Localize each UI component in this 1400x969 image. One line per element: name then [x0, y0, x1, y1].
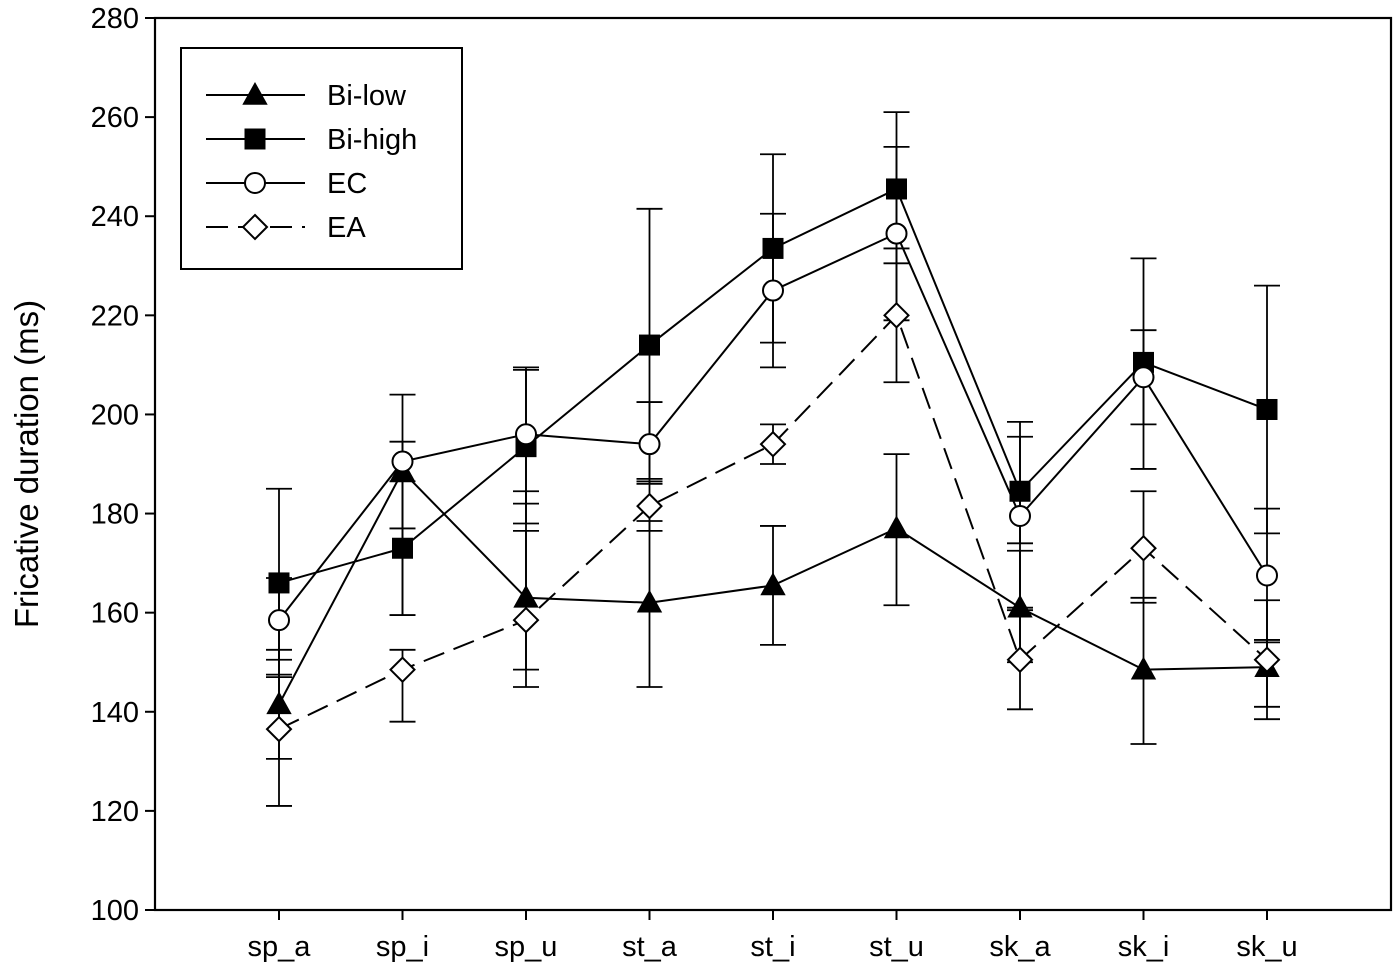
legend: Bi-low Bi-high EC EA [180, 47, 463, 270]
data-point [1256, 398, 1278, 420]
data-point [762, 279, 784, 302]
x-tick-label: sp_a [248, 931, 312, 963]
y-tick-label: 260 [91, 102, 139, 134]
legend-label: EC [327, 168, 367, 200]
data-point [1009, 480, 1031, 502]
data-point [1009, 505, 1031, 528]
legend-marker [242, 81, 268, 105]
data-point [513, 584, 539, 608]
data-point [886, 178, 907, 200]
x-tick-label: sk_i [1118, 931, 1170, 963]
data-point [1007, 594, 1033, 618]
x-tick-label: st_a [622, 931, 678, 963]
data-point [1006, 646, 1034, 674]
legend-marker [241, 213, 269, 241]
y-axis: 100 120 140 160 180 200 220 240 260 280 [91, 3, 155, 927]
x-tick-label: sp_i [376, 931, 429, 963]
legend-label: EA [327, 212, 366, 244]
legend-box [180, 47, 463, 270]
data-point [512, 606, 540, 634]
series-points-bi-high [268, 178, 1278, 594]
series-points-ec [268, 222, 1278, 632]
data-point [1256, 564, 1278, 587]
y-tick-label: 100 [91, 895, 139, 927]
data-point [638, 433, 661, 456]
series-layer [265, 111, 1281, 807]
y-tick-label: 120 [91, 796, 139, 828]
y-tick-label: 220 [91, 300, 139, 332]
legend-marker [244, 172, 266, 194]
data-point [1130, 656, 1157, 680]
x-tick-label: st_u [869, 931, 924, 963]
data-point [762, 237, 784, 259]
y-tick-label: 160 [91, 598, 139, 630]
x-tick-label: sp_u [495, 931, 558, 963]
series-points-bi-low [266, 458, 1280, 715]
series-line-ea [278, 313, 1268, 731]
data-point [392, 537, 413, 559]
data-point [1132, 366, 1155, 389]
data-point [1253, 646, 1281, 674]
y-axis-title: Fricative duration (ms) [8, 300, 45, 628]
data-point [883, 515, 910, 539]
data-point [636, 492, 663, 520]
x-tick-label: sk_u [1236, 931, 1297, 963]
data-point [268, 609, 290, 632]
data-point [639, 334, 660, 356]
data-point [885, 222, 908, 245]
series-points-ea [265, 301, 1281, 743]
legend-marker [244, 128, 266, 150]
data-point [389, 656, 416, 684]
data-point [636, 589, 663, 613]
x-tick-label: st_i [750, 931, 795, 963]
y-tick-label: 240 [91, 201, 139, 233]
data-point [268, 572, 290, 594]
x-tick-label: sk_a [989, 931, 1051, 963]
data-point [759, 430, 787, 458]
legend-label: Bi-low [327, 80, 407, 112]
legend-label: Bi-high [327, 124, 417, 156]
y-tick-label: 200 [91, 399, 139, 431]
data-point [265, 715, 293, 743]
y-tick-label: 180 [91, 499, 139, 531]
y-tick-label: 280 [91, 3, 139, 35]
data-point [883, 301, 910, 329]
error-bars-bi-low [266, 440, 1280, 760]
data-point [760, 572, 786, 596]
data-point [391, 450, 414, 473]
data-point [1130, 534, 1157, 562]
data-point [266, 691, 292, 715]
x-axis: sp_a sp_i sp_u st_a st_i st_u sk_a sk_i sk_u [248, 910, 1298, 963]
y-tick-label: 140 [91, 697, 139, 729]
data-point [515, 423, 537, 446]
